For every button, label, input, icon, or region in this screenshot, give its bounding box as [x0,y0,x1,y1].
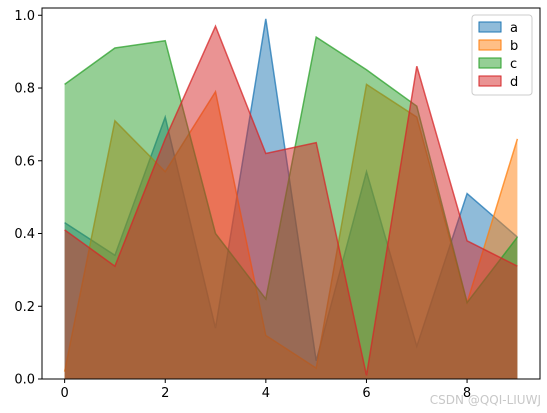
y-tick-label: 1.0 [14,9,35,24]
y-tick-label: 0.6 [14,154,35,169]
legend-swatch-b [478,39,502,51]
x-axis: 0 2 4 6 8 [60,379,471,401]
y-axis: 0.0 0.2 0.4 0.6 0.8 1.0 [14,9,42,388]
y-tick-label: 0.8 [14,82,35,97]
x-tick-label: 6 [362,386,370,401]
legend-box [471,14,533,96]
legend-swatch-c [478,57,502,69]
y-tick-label: 0.2 [14,300,35,315]
legend-label-d: d [510,75,518,90]
y-tick-label: 0.4 [14,227,35,242]
legend-label-b: b [510,39,518,54]
y-tick-label: 0.0 [14,373,35,388]
watermark-text: CSDN @QQI-LIUWJ [429,393,541,407]
series-areas [63,18,519,380]
legend-swatch-d [478,75,502,87]
x-tick-label: 4 [262,386,270,401]
line-d [64,24,518,376]
legend-swatch-a [478,21,502,33]
plot-frame [41,7,541,380]
legend-label-a: a [510,21,518,36]
area-d [64,26,518,379]
legend-label-c: c [510,57,517,72]
x-tick-label: 8 [463,386,471,401]
x-tick-label: 2 [161,386,169,401]
x-tick-label: 0 [60,386,68,401]
